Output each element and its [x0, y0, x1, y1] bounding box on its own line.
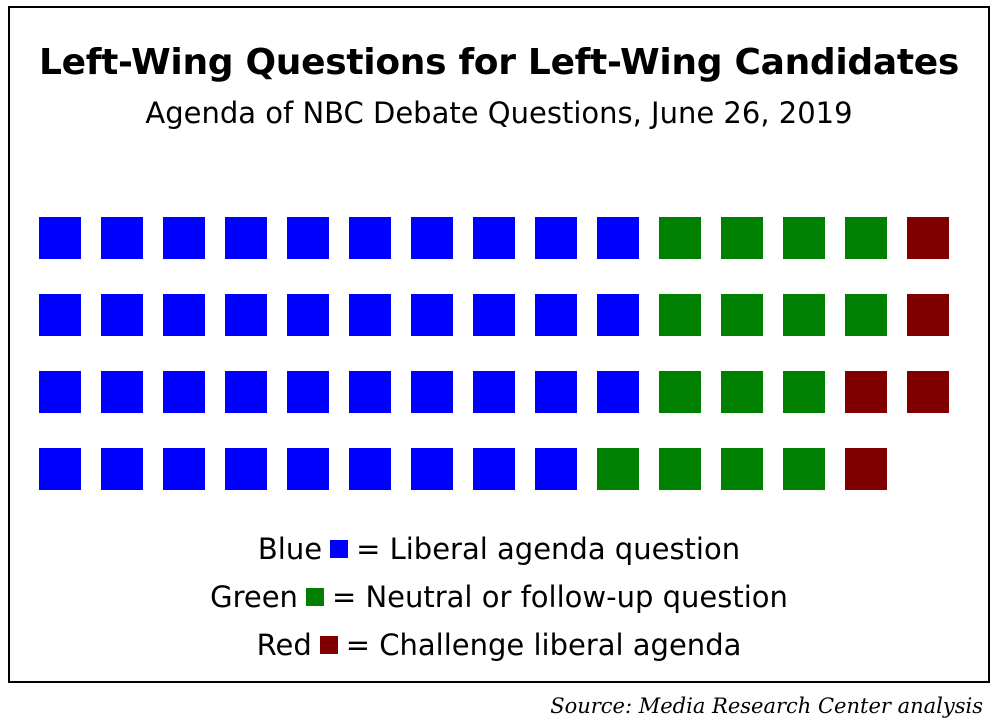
waffle-square-blue: [163, 448, 205, 490]
legend-item-green: Green = Neutral or follow-up question: [10, 580, 988, 614]
legend-name: Red: [256, 628, 312, 662]
waffle-square-blue: [101, 371, 143, 413]
legend-label: = Challenge liberal agenda: [345, 628, 742, 662]
waffle-square-blue: [473, 217, 515, 259]
waffle-square-green: [659, 217, 701, 259]
waffle-square-blue: [411, 371, 453, 413]
waffle-square-blue: [163, 294, 205, 336]
waffle-square-blue: [473, 371, 515, 413]
waffle-square-blue: [473, 448, 515, 490]
legend-name: Green: [210, 580, 298, 614]
waffle-square-blue: [411, 448, 453, 490]
waffle-square-blue: [287, 371, 329, 413]
waffle-square-green: [721, 217, 763, 259]
legend-swatch-red: [319, 636, 338, 654]
waffle-square-blue: [225, 371, 267, 413]
chart-subtitle: Agenda of NBC Debate Questions, June 26,…: [145, 96, 853, 130]
legend-swatch-blue: [330, 540, 349, 558]
waffle-square-blue: [535, 371, 577, 413]
waffle-square-blue: [597, 371, 639, 413]
waffle-square-blue: [225, 294, 267, 336]
waffle-square-red: [907, 294, 949, 336]
waffle-square-blue: [225, 217, 267, 259]
waffle-square-blue: [287, 448, 329, 490]
waffle-square-blue: [473, 294, 515, 336]
waffle-square-blue: [597, 294, 639, 336]
legend-swatch-green: [305, 588, 324, 606]
waffle-square-blue: [163, 371, 205, 413]
waffle-square-green: [783, 448, 825, 490]
waffle-square-red: [845, 371, 887, 413]
legend-item-red: Red = Challenge liberal agenda: [10, 628, 988, 662]
chart-frame: Left-Wing Questions for Left-Wing Candid…: [8, 6, 990, 683]
waffle-square-blue: [411, 217, 453, 259]
waffle-square-red: [907, 371, 949, 413]
waffle-square-blue: [163, 217, 205, 259]
waffle-square-blue: [225, 448, 267, 490]
waffle-square-green: [783, 371, 825, 413]
waffle-square-blue: [287, 294, 329, 336]
waffle-square-green: [659, 371, 701, 413]
legend-label: = Neutral or follow-up question: [331, 580, 788, 614]
waffle-square-green: [721, 448, 763, 490]
waffle-grid: [39, 217, 949, 490]
waffle-square-blue: [287, 217, 329, 259]
waffle-square-blue: [39, 294, 81, 336]
waffle-square-blue: [535, 294, 577, 336]
waffle-square-blue: [39, 217, 81, 259]
waffle-square-green: [659, 294, 701, 336]
waffle-square-green: [597, 448, 639, 490]
chart-title: Left-Wing Questions for Left-Wing Candid…: [38, 42, 960, 83]
waffle-square-green: [845, 217, 887, 259]
waffle-square-blue: [535, 217, 577, 259]
waffle-square-red: [907, 217, 949, 259]
waffle-square-blue: [535, 448, 577, 490]
waffle-square-blue: [101, 294, 143, 336]
waffle-square-blue: [101, 448, 143, 490]
waffle-square-green: [845, 294, 887, 336]
waffle-square-blue: [349, 294, 391, 336]
waffle-square-green: [721, 294, 763, 336]
waffle-square-red: [845, 448, 887, 490]
waffle-square-blue: [597, 217, 639, 259]
waffle-square-green: [783, 217, 825, 259]
waffle-square-blue: [411, 294, 453, 336]
waffle-square-blue: [101, 217, 143, 259]
legend-label: = Liberal agenda question: [356, 532, 741, 566]
waffle-square-green: [783, 294, 825, 336]
waffle-square-blue: [39, 448, 81, 490]
waffle-square-blue: [349, 448, 391, 490]
waffle-square-green: [659, 448, 701, 490]
waffle-square-blue: [349, 217, 391, 259]
waffle-square-blue: [349, 371, 391, 413]
waffle-square-blue: [39, 371, 81, 413]
legend-item-blue: Blue = Liberal agenda question: [10, 532, 988, 566]
source-note: Source: Media Research Center analysis: [550, 694, 983, 718]
legend-name: Blue: [257, 532, 323, 566]
waffle-square-green: [721, 371, 763, 413]
